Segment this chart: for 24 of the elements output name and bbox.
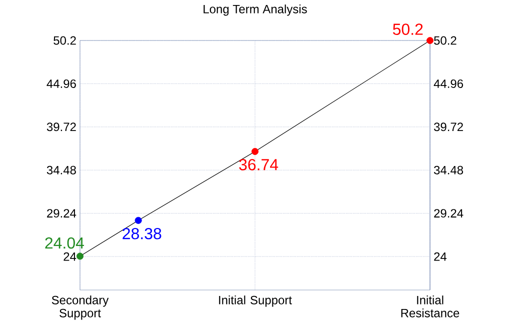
y2-tick-label: 50.2 [434, 36, 456, 45]
point [252, 148, 259, 155]
x-tick-label: Initial Support [219, 296, 292, 307]
point [76, 252, 84, 260]
y2-tick-label: 24 [434, 252, 447, 261]
y2-tick-label: 39.72 [434, 122, 463, 132]
y-tick-label: 24 [64, 252, 76, 261]
point [426, 36, 434, 44]
data-label: 24.04 [45, 237, 84, 249]
y-tick-label: 39.72 [46, 122, 76, 132]
data-label: 36.74 [239, 159, 278, 170]
y-tick-label: 44.96 [46, 79, 76, 88]
chart-title: Long Term Analysis [204, 4, 307, 16]
y2-tick-label: 34.48 [434, 166, 464, 174]
y-tick-label: 29.24 [47, 209, 76, 218]
x-tick-label: Initial Resistance [401, 296, 460, 318]
y2-tick-label: 44.96 [434, 79, 464, 88]
x-tick-label: Secondary Support [52, 296, 109, 320]
point [134, 216, 142, 224]
data-label: 28.38 [122, 228, 162, 240]
data-label: 50.2 [392, 24, 423, 35]
y-tick-label: 50.2 [54, 36, 76, 45]
y-tick-label: 34.48 [46, 166, 76, 174]
y2-tick-label: 29.24 [434, 209, 464, 218]
